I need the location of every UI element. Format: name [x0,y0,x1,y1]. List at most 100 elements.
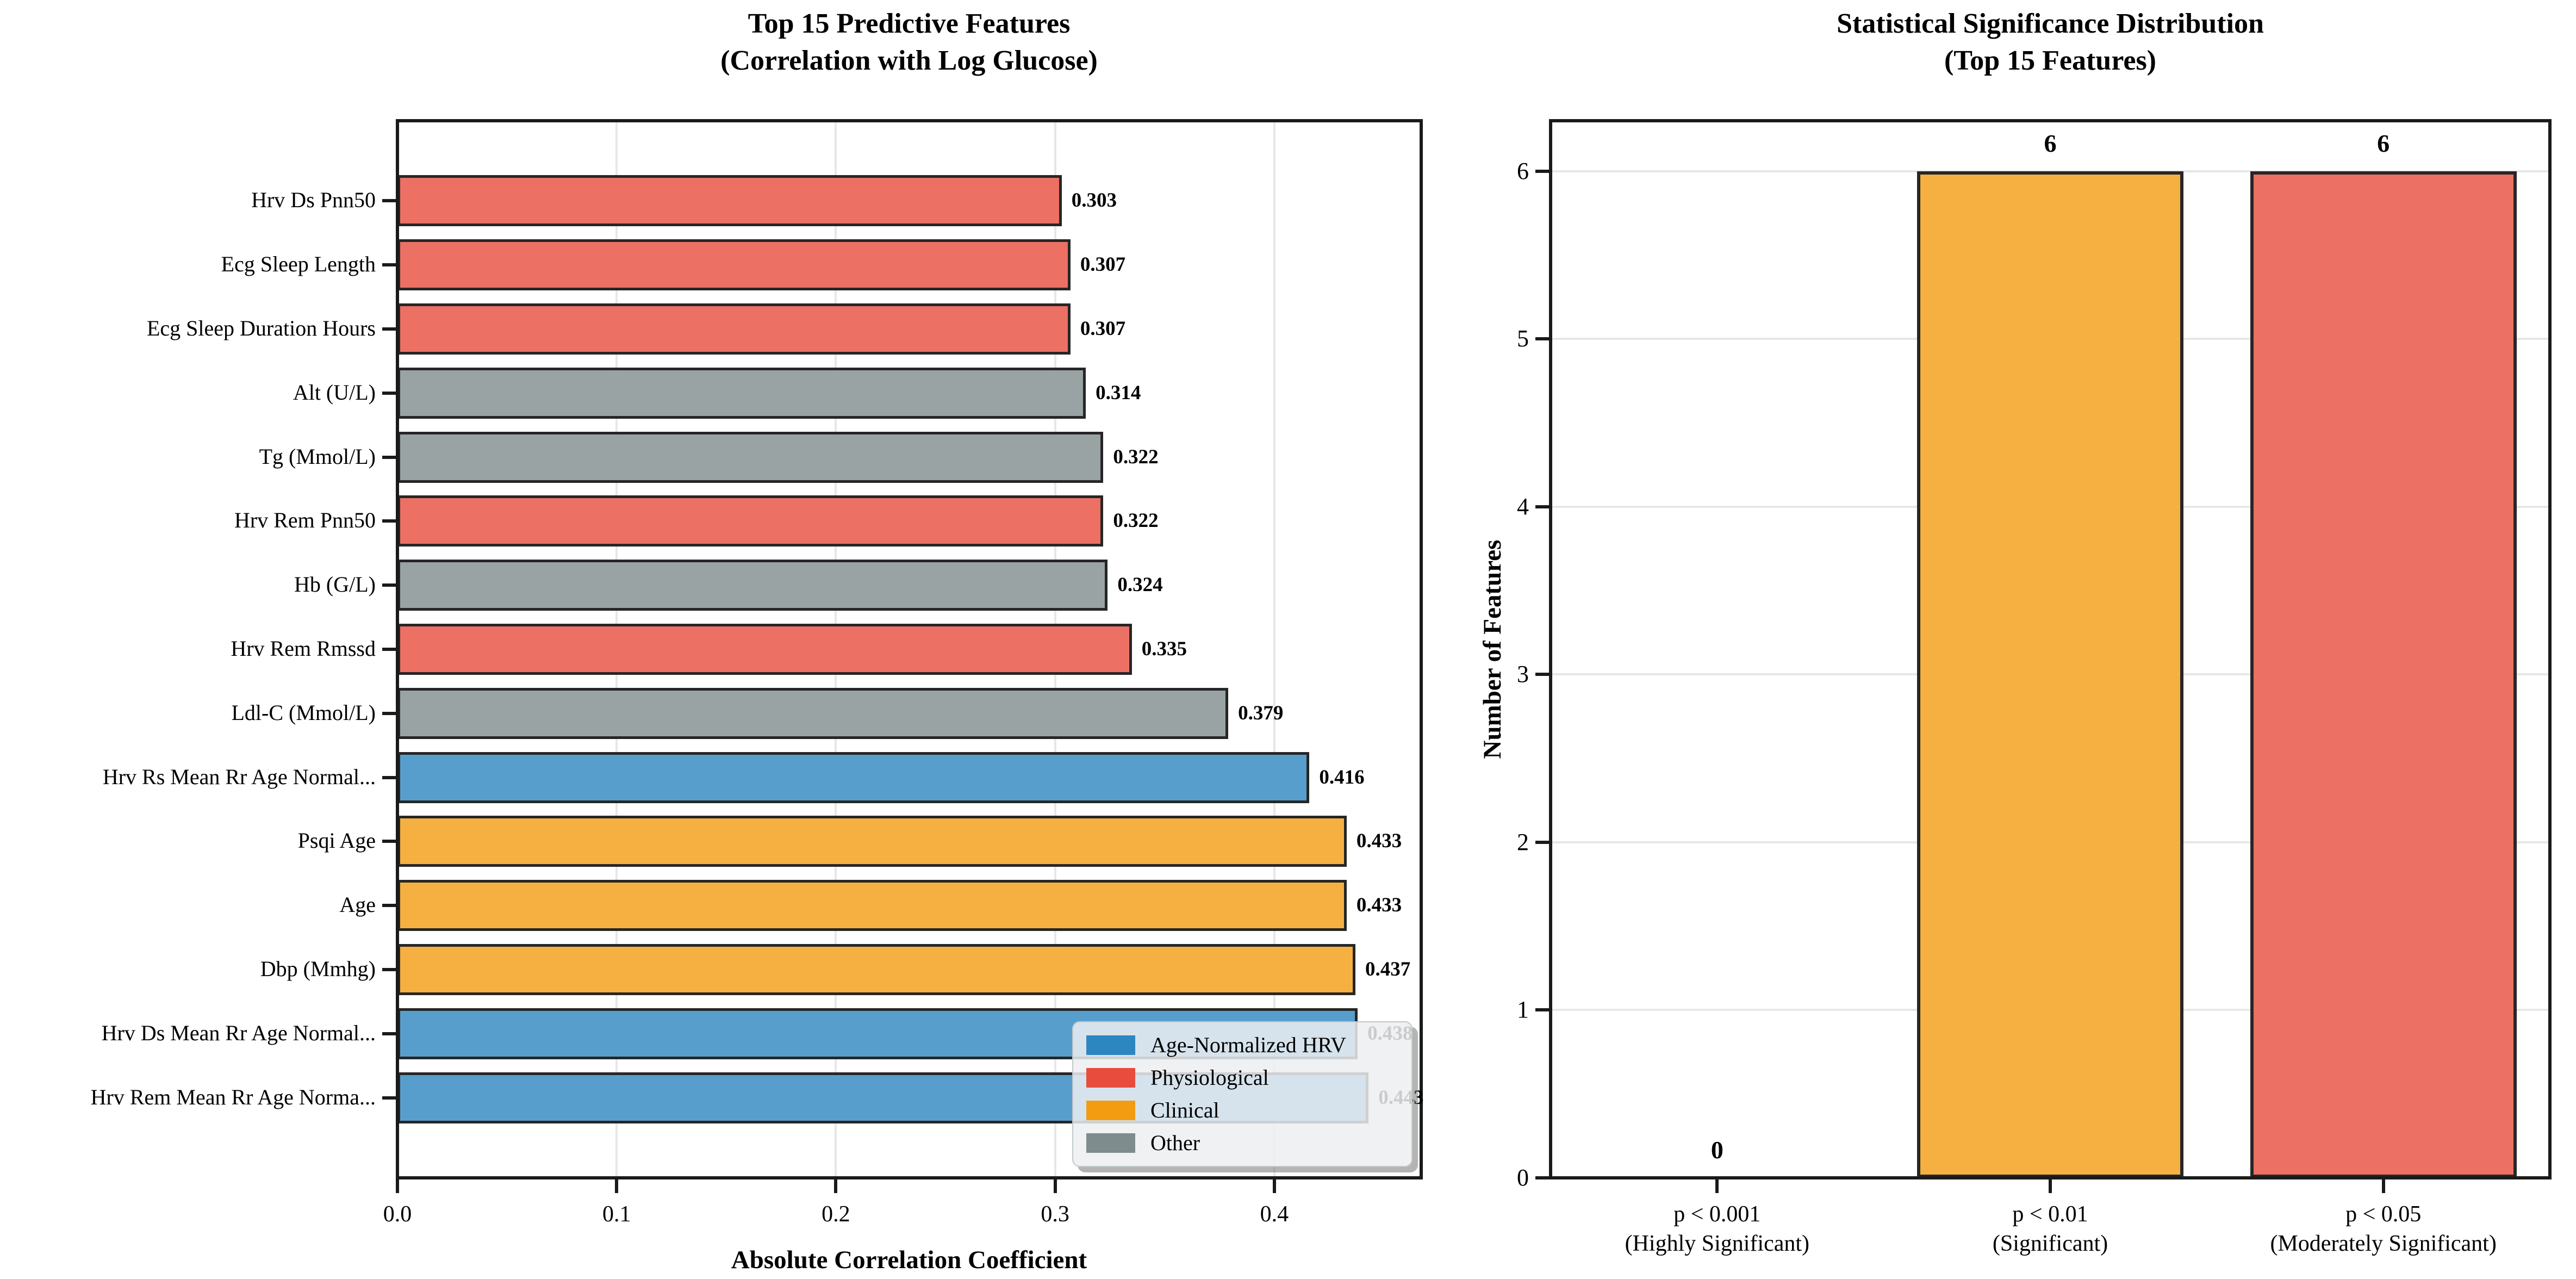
bar [397,367,1086,419]
y-tick [382,391,397,395]
bar [397,624,1132,675]
bar-count-label: 0 [1710,1136,1723,1164]
legend-item: Clinical [1086,1094,1411,1127]
bar-value-label: 0.303 [1071,189,1117,212]
bar [397,175,1062,227]
y-tick [382,968,397,972]
y-tick [1535,169,1551,173]
bar [397,944,1356,996]
legend-swatch-clinical [1086,1101,1135,1120]
bar-value-label: 0.307 [1080,317,1126,340]
bar [397,303,1071,355]
y-tick [382,904,397,908]
y-tick [1535,1008,1551,1012]
legend-item: Other [1086,1127,1411,1159]
y-tick-label: 5 [1517,325,1529,352]
legend-label: Physiological [1150,1065,1269,1090]
x-tick-label: 0.0 [383,1202,412,1227]
y-tick-label: Hrv Rem Pnn50 [234,508,376,533]
bar [397,495,1104,547]
x-tick [615,1179,619,1193]
y-tick-label: Hrv Rem Mean Rr Age Norma... [90,1084,376,1109]
y-tick [382,519,397,523]
y-tick-label: Age [339,892,376,917]
bar [2250,171,2517,1178]
bar [397,239,1071,291]
right-chart-title: Statistical Significance Distribution (T… [1837,8,2264,76]
legend: Age-Normalized HRV Physiological Clinical O… [1072,1021,1413,1167]
legend-item: Age-Normalized HRV [1086,1029,1411,1061]
x-tick [396,1179,399,1193]
y-tick [382,455,397,459]
legend-label: Clinical [1150,1098,1219,1122]
x-tick [834,1179,838,1193]
y-tick-label: Alt (U/L) [293,380,376,405]
bar [397,816,1347,867]
bar-value-label: 0.416 [1319,766,1365,788]
y-tick-label: Hb (G/L) [294,572,376,597]
x-tick-label: 0.3 [1041,1202,1069,1227]
x-tick [2049,1179,2052,1193]
y-tick-label: 4 [1517,493,1529,520]
y-tick-label: Tg (Mmol/L) [259,444,376,469]
legend-label: Age-Normalized HRV [1150,1033,1347,1057]
bar-count-label: 6 [2377,129,2390,157]
y-tick [382,327,397,331]
y-tick-label: Ecg Sleep Length [221,252,376,277]
left-chart-xlabel: Absolute Correlation Coefficient [731,1246,1087,1274]
y-tick [1535,840,1551,844]
y-tick [1535,673,1551,676]
bar-value-label: 0.433 [1356,894,1402,917]
y-tick [382,263,397,267]
bar-value-label: 0.324 [1117,574,1163,597]
bar-count-label: 6 [2044,129,2057,157]
y-tick-label: Hrv Rs Mean Rr Age Normal... [102,764,376,789]
x-tick [1272,1179,1276,1193]
y-tick [382,840,397,843]
legend-swatch-age_normalized_hrv [1086,1035,1135,1055]
bar-value-label: 0.379 [1238,701,1284,724]
right-chart-ylabel: Number of Features [1478,539,1507,759]
x-tick [2381,1179,2385,1193]
y-tick-label: Ldl-C (Mmol/L) [231,700,376,725]
x-tick-label: 0.2 [822,1202,850,1227]
bar-value-label: 0.433 [1356,830,1402,853]
left-chart-title: Top 15 Predictive Features (Correlation … [720,8,1098,76]
legend-label: Other [1150,1131,1200,1155]
y-tick [382,583,397,587]
y-tick [382,648,397,651]
y-tick [382,775,397,779]
bar-value-label: 0.335 [1141,638,1187,660]
y-tick [1535,505,1551,508]
x-tick-label: 0.1 [602,1202,631,1227]
y-tick-label: 2 [1517,828,1529,855]
y-tick [1535,337,1551,341]
x-tick-label: p < 0.05 (Moderately Significant) [2270,1202,2497,1256]
y-tick [382,711,397,715]
legend-item: Physiological [1086,1061,1411,1094]
y-tick [382,199,397,203]
bar [397,431,1104,483]
y-tick-label: 0 [1517,1164,1529,1191]
bar [397,687,1229,739]
gridline [1273,121,1275,1178]
x-tick-label: p < 0.01 (Significant) [1992,1202,2108,1256]
x-tick [1715,1179,1719,1193]
y-tick-label: Dbp (Mmhg) [260,957,376,982]
right-chart: Statistical Significance Distribution (T… [1478,0,2576,1279]
bar-value-label: 0.322 [1113,510,1159,532]
y-tick-label: Ecg Sleep Duration Hours [146,315,376,340]
bar-value-label: 0.437 [1365,958,1411,981]
legend-swatch-physiological [1086,1068,1135,1088]
legend-swatch-other [1086,1133,1135,1153]
bar-value-label: 0.307 [1080,253,1126,276]
y-tick-label: Psqi Age [297,828,376,853]
x-tick-label: p < 0.001 (Highly Significant) [1625,1202,1810,1256]
y-tick-label: 1 [1517,996,1529,1023]
bar [1917,171,2183,1178]
bar-value-label: 0.322 [1113,445,1159,468]
y-tick-label: Hrv Rem Rmssd [231,636,376,661]
bar [397,880,1347,932]
y-tick-label: 6 [1517,157,1529,184]
